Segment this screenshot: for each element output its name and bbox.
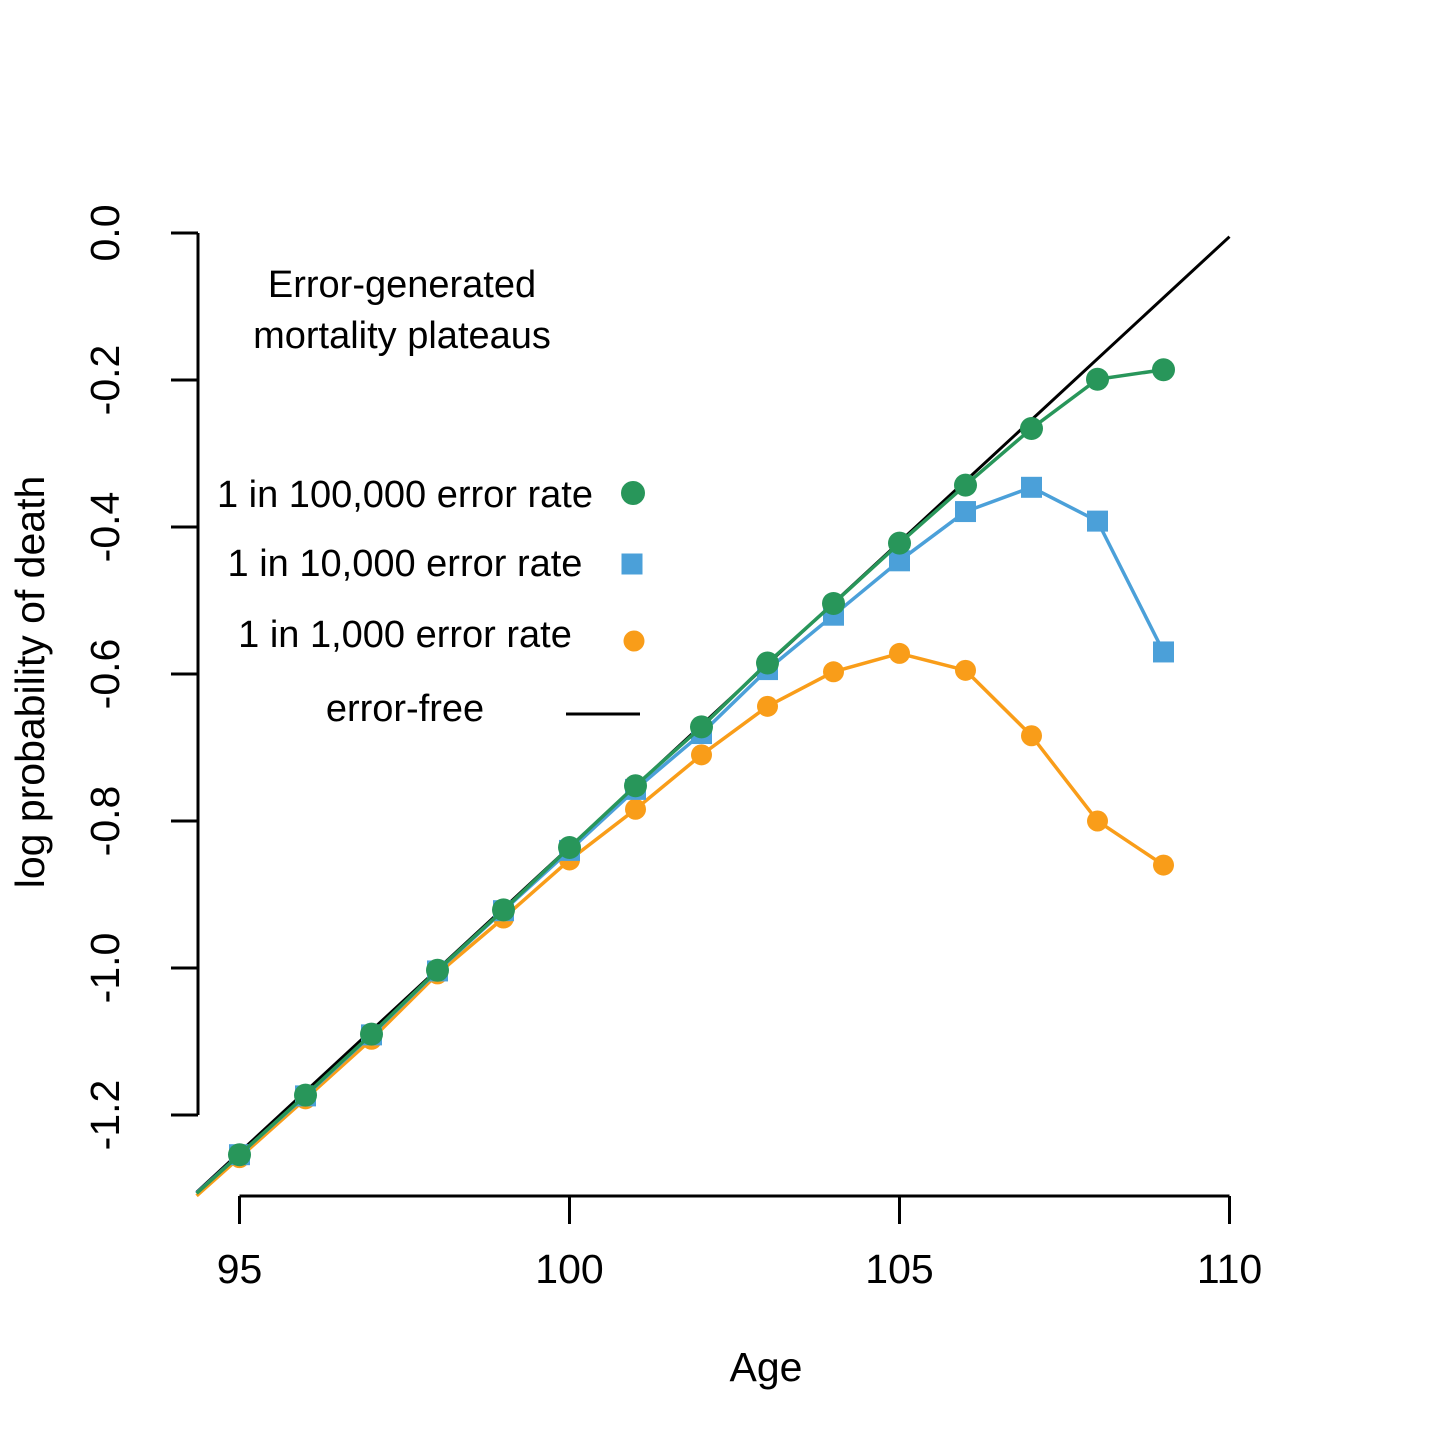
y-tick-label: -1.0 [82, 933, 128, 1004]
series-line [195, 485, 1166, 1195]
series-1-in-100-000-error-rate [195, 358, 1175, 1195]
legend-item-error-free: error-free [326, 688, 640, 730]
data-point-circle [1021, 725, 1042, 747]
legend-marker-circle-orange [623, 630, 645, 652]
data-point-circle [1020, 417, 1043, 441]
legend-marker-circle-green [621, 481, 645, 505]
data-point-circle [1153, 854, 1174, 876]
x-tick-label: 100 [535, 1246, 603, 1292]
title-line-2: mortality plateaus [253, 315, 551, 357]
legend-label-10000: 1 in 10,000 error rate [228, 543, 583, 585]
title-line-1: Error-generated [268, 264, 536, 306]
data-point-circle [955, 659, 976, 681]
x-axis-label: Age [730, 1344, 803, 1390]
data-point-circle [690, 715, 713, 739]
series-line [195, 651, 1165, 1198]
data-point-square [1021, 476, 1042, 498]
data-point-circle [558, 835, 581, 859]
x-tick-label: 110 [1197, 1246, 1262, 1292]
y-tick-label: -0.8 [82, 786, 128, 857]
legend-label-error-free: error-free [326, 688, 484, 730]
data-point-circle [888, 531, 911, 555]
data-point-circle [823, 661, 844, 683]
legend-label-1000: 1 in 1,000 error rate [238, 614, 572, 656]
data-point-circle [294, 1083, 317, 1107]
series-line [195, 367, 1164, 1195]
data-point-circle [954, 473, 977, 497]
y-tick-label: -1.2 [82, 1080, 128, 1151]
data-point-circle [889, 642, 910, 664]
plot-area [195, 235, 1231, 1198]
x-tick-label: 95 [217, 1246, 263, 1292]
data-point-circle [624, 774, 647, 798]
legend: 1 in 100,000 error rate 1 in 10,000 erro… [217, 474, 645, 730]
legend-item-1000: 1 in 1,000 error rate [238, 614, 645, 656]
data-point-circle [1152, 358, 1175, 382]
axes: 0.0 -0.2 -0.4 -0.6 -0.8 -1.0 -1.2 95 100 105 110 [82, 205, 1262, 1293]
legend-item-100000: 1 in 100,000 error rate [217, 474, 645, 516]
x-tick-label: 105 [865, 1246, 933, 1292]
data-point-circle [228, 1143, 251, 1167]
data-point-circle [1087, 810, 1108, 832]
data-point-circle [360, 1022, 383, 1046]
data-point-circle [691, 744, 712, 766]
y-tick-label: -0.2 [82, 345, 128, 416]
data-point-square [955, 501, 976, 523]
data-point-circle [756, 651, 779, 675]
y-tick-label: -0.4 [82, 492, 128, 563]
data-point-square [1153, 641, 1174, 663]
data-point-circle [757, 695, 778, 717]
data-point-square [889, 550, 910, 572]
data-point-square [1087, 510, 1108, 532]
data-point-circle [625, 798, 646, 820]
data-point-circle [822, 591, 845, 615]
y-tick-label: 0.0 [82, 205, 128, 262]
data-point-circle [492, 898, 515, 922]
legend-marker-square-blue [621, 553, 643, 575]
legend-item-10000: 1 in 10,000 error rate [228, 543, 643, 585]
y-tick-label: -0.6 [82, 639, 128, 710]
y-axis-label: log probability of death [7, 476, 53, 889]
legend-label-100000: 1 in 100,000 error rate [217, 474, 593, 516]
chart-title: Error-generated mortality plateaus [253, 264, 551, 357]
data-point-circle [426, 958, 449, 982]
data-point-circle [1086, 367, 1109, 391]
